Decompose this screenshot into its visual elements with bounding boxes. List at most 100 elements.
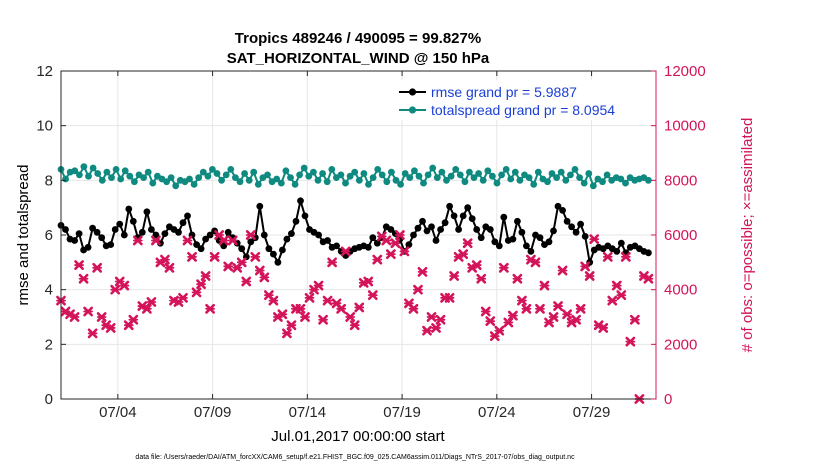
rmse-point bbox=[373, 239, 381, 247]
spread-point bbox=[530, 181, 538, 188]
obs-marker bbox=[250, 251, 261, 262]
rmse-point bbox=[387, 226, 395, 233]
rmse-point bbox=[138, 228, 146, 236]
footnote: data file: /Users/raeder/DAI/ATM_forcXX/… bbox=[135, 454, 575, 461]
y-right-tick-label: 6000 bbox=[664, 227, 697, 244]
spread-point bbox=[80, 163, 88, 171]
spread-point bbox=[250, 168, 258, 176]
spread-point bbox=[420, 179, 427, 187]
spread-point bbox=[401, 170, 409, 177]
obs-marker bbox=[498, 262, 509, 273]
obs-marker bbox=[385, 249, 396, 260]
spread-point bbox=[227, 166, 235, 173]
rmse-point bbox=[464, 204, 472, 212]
obs-marker bbox=[444, 292, 455, 303]
spread-point bbox=[190, 181, 198, 188]
rmse-point bbox=[84, 243, 92, 251]
obs-marker bbox=[218, 235, 229, 246]
obs-marker bbox=[223, 261, 234, 272]
spread-point bbox=[360, 170, 368, 177]
rmse-point bbox=[224, 228, 232, 236]
spread-point bbox=[599, 178, 606, 186]
rmse-point bbox=[568, 223, 575, 231]
obs-marker bbox=[150, 235, 161, 246]
obs-marker bbox=[562, 309, 572, 320]
obs-marker bbox=[399, 246, 410, 257]
x-axis-label: Jul.01,2017 00:00:00 start bbox=[271, 428, 445, 445]
obs-marker bbox=[187, 251, 197, 262]
spread-point bbox=[121, 167, 129, 175]
legend-box bbox=[396, 80, 654, 120]
rmse-point bbox=[260, 231, 268, 239]
rmse-point bbox=[563, 217, 571, 225]
obs-marker bbox=[182, 235, 193, 246]
spread-point bbox=[406, 174, 414, 182]
spread-point bbox=[622, 179, 629, 187]
y-right-tick-label: 12000 bbox=[664, 63, 706, 80]
obs-marker bbox=[105, 323, 116, 333]
spread-point bbox=[571, 166, 579, 173]
obs-marker bbox=[571, 314, 582, 325]
spread-point bbox=[369, 174, 377, 182]
obs-marker bbox=[494, 325, 505, 336]
spread-point bbox=[337, 171, 345, 179]
spread-point bbox=[415, 172, 423, 180]
obs-marker bbox=[313, 280, 324, 291]
spread-point bbox=[493, 179, 501, 187]
spread-point bbox=[351, 168, 359, 176]
spread-point bbox=[163, 178, 171, 186]
obs-marker bbox=[241, 276, 252, 287]
rmse-point bbox=[288, 230, 295, 238]
obs-marker bbox=[318, 314, 328, 325]
spread-point bbox=[241, 170, 249, 177]
rmse-point bbox=[405, 241, 413, 249]
obs-marker bbox=[78, 273, 89, 284]
spread-point bbox=[470, 174, 478, 182]
spread-point bbox=[507, 175, 515, 183]
obs-marker bbox=[426, 312, 437, 322]
rmse-point bbox=[161, 230, 169, 238]
spread-point bbox=[167, 174, 175, 182]
spread-point bbox=[447, 172, 455, 180]
obs-marker bbox=[205, 303, 216, 314]
rmse-point bbox=[315, 231, 322, 239]
obs-marker bbox=[575, 303, 586, 314]
x-tick-label: 07/04 bbox=[99, 404, 137, 421]
obs-marker bbox=[92, 262, 103, 273]
y-right-tick-label: 10000 bbox=[664, 118, 706, 135]
obs-marker bbox=[507, 310, 518, 321]
obs-marker bbox=[191, 287, 202, 298]
spread-point bbox=[144, 168, 152, 176]
spread-point bbox=[103, 168, 111, 176]
obs-marker bbox=[607, 295, 618, 306]
rmse-point bbox=[125, 205, 133, 213]
y-right-tick-label: 0 bbox=[664, 391, 672, 408]
y-left-tick-label: 10 bbox=[36, 118, 53, 135]
spread-point bbox=[149, 179, 157, 187]
obs-marker bbox=[300, 312, 310, 322]
rmse-point bbox=[256, 202, 264, 210]
rmse-point bbox=[419, 217, 426, 225]
spread-point bbox=[374, 166, 382, 173]
rmse-point bbox=[437, 226, 444, 233]
obs-marker bbox=[458, 249, 469, 260]
y-axis-left-label: rmse and totalspread bbox=[15, 165, 32, 306]
spread-point bbox=[548, 170, 556, 177]
obs-marker bbox=[200, 271, 211, 281]
obs-marker bbox=[485, 316, 496, 327]
obs-marker bbox=[422, 325, 432, 336]
rmse-point bbox=[486, 226, 494, 233]
rmse-point bbox=[423, 227, 431, 235]
spread-point bbox=[245, 176, 253, 184]
obs-marker bbox=[602, 251, 613, 262]
obs-marker bbox=[295, 303, 306, 314]
rmse-point bbox=[175, 228, 182, 236]
y-axis-left: 0 2 4 6 8 10 12 bbox=[36, 63, 66, 408]
rmse-point bbox=[545, 238, 553, 246]
spread-point bbox=[71, 167, 79, 175]
y-right-tick-label: 8000 bbox=[664, 172, 697, 189]
spread-point bbox=[424, 171, 432, 179]
obs-marker bbox=[236, 257, 247, 268]
rmse-point bbox=[283, 235, 291, 243]
spread-point bbox=[89, 164, 97, 172]
